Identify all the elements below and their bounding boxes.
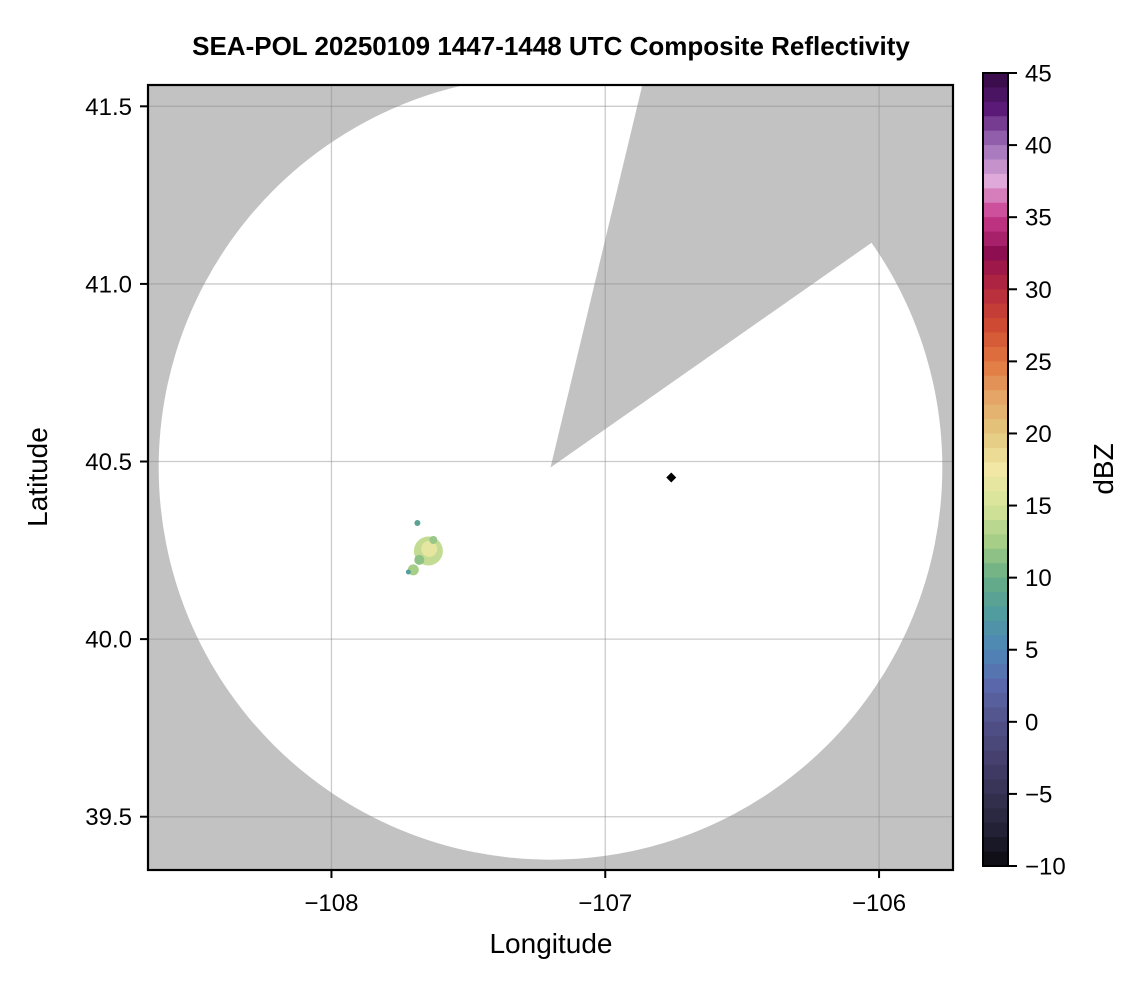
colorbar-tick-label: 35 — [1025, 205, 1052, 232]
colorbar-band — [983, 274, 1008, 290]
colorbar-band — [983, 664, 1008, 680]
colorbar-band — [983, 87, 1008, 103]
echo-cell — [421, 540, 438, 557]
colorbar-band — [983, 173, 1008, 190]
reflectivity-echoes — [405, 520, 443, 576]
grid-lines — [148, 85, 953, 870]
colorbar-band — [983, 73, 1008, 89]
axis-tick-labels: −108 −107 −106 41.5 41.0 40.5 40.0 39.5 — [85, 94, 906, 917]
colorbar-band — [983, 231, 1008, 247]
echo-cell — [429, 536, 438, 544]
colorbar-tick-label: 45 — [1025, 61, 1052, 88]
colorbar-tick-label: 15 — [1025, 493, 1052, 520]
colorbar-band — [983, 202, 1008, 218]
colorbar-tick-label: 5 — [1025, 637, 1038, 664]
colorbar-band — [983, 808, 1008, 824]
colorbar-band — [983, 606, 1008, 622]
x-tick-label: −108 — [304, 890, 358, 917]
colorbar-band — [983, 390, 1008, 406]
colorbar-ticks — [1008, 72, 1017, 867]
colorbar-band — [983, 851, 1008, 867]
echo-cell — [405, 569, 411, 575]
colorbar-band — [983, 188, 1008, 204]
colorbar-tick-label: 40 — [1025, 133, 1052, 160]
colorbar-tick-labels: 45 40 35 30 25 20 15 10 5 0 −5 −10 — [1025, 61, 1066, 881]
colorbar-band — [983, 346, 1008, 363]
x-axis-label: Longitude — [489, 928, 613, 959]
y-tick-label: 40.0 — [85, 627, 132, 654]
colorbar-band — [983, 519, 1008, 536]
colorbar-band — [983, 145, 1008, 161]
colorbar-band — [983, 289, 1008, 305]
colorbar-band — [983, 130, 1008, 146]
colorbar-band — [983, 404, 1008, 420]
colorbar-band — [983, 635, 1008, 651]
colorbar-band — [983, 447, 1008, 463]
colorbar-band — [983, 779, 1008, 795]
location-marker — [666, 472, 677, 483]
y-tick-label: 41.5 — [85, 94, 132, 121]
plot-area — [148, 85, 953, 870]
colorbar-band — [983, 678, 1008, 694]
colorbar-band — [983, 159, 1008, 175]
colorbar-band — [983, 101, 1008, 117]
colorbar-outline — [982, 72, 1009, 867]
colorbar-band — [983, 433, 1008, 449]
axes-spines — [146, 83, 955, 872]
colorbar-band — [983, 534, 1008, 550]
colorbar-band — [983, 303, 1008, 319]
y-tick-label: 40.5 — [85, 449, 132, 476]
colorbar-band — [983, 505, 1008, 521]
x-tick-label: −106 — [852, 890, 906, 917]
no-data-wedge — [550, 85, 953, 468]
echo-cell — [414, 554, 425, 565]
colorbar-band — [983, 765, 1008, 781]
colorbar-band — [983, 217, 1008, 233]
colorbar-band — [983, 419, 1008, 435]
colorbar-band — [983, 375, 1008, 391]
colorbar-tick-label: −10 — [1025, 854, 1066, 881]
chart-title: SEA-POL 20250109 1447-1448 UTC Composite… — [192, 31, 910, 61]
colorbar-band — [983, 649, 1008, 665]
y-axis-label: Latitude — [22, 427, 53, 527]
colorbar-band — [983, 491, 1008, 507]
colorbar-band — [983, 620, 1008, 637]
colorbar-tick-label: 0 — [1025, 709, 1038, 736]
colorbar-band — [983, 332, 1008, 348]
colorbar-band — [983, 736, 1008, 752]
y-tick-label: 39.5 — [85, 804, 132, 831]
colorbar-tick-label: 30 — [1025, 277, 1052, 304]
colorbar-band — [983, 318, 1008, 334]
colorbar-band — [983, 577, 1008, 593]
colorbar-band — [983, 750, 1008, 766]
colorbar-band — [983, 692, 1008, 709]
colorbar-band — [983, 260, 1008, 276]
colorbar-band — [983, 793, 1008, 810]
colorbar-band — [983, 361, 1008, 377]
colorbar-band — [983, 707, 1008, 723]
colorbar-band — [983, 116, 1008, 132]
colorbar-band — [983, 563, 1008, 579]
colorbar-band — [983, 462, 1008, 478]
colorbar-band — [983, 721, 1008, 737]
colorbar-band — [983, 822, 1008, 838]
colorbar-band — [983, 246, 1008, 262]
colorbar-band — [983, 592, 1008, 608]
echo-cell — [414, 520, 421, 526]
colorbar: 45 40 35 30 25 20 15 10 5 0 −5 −10 — [982, 61, 1066, 881]
axis-ticks — [140, 105, 881, 878]
colorbar-tick-label: −5 — [1025, 781, 1052, 808]
colorbar-tick-label: 25 — [1025, 349, 1052, 376]
y-tick-label: 41.0 — [85, 271, 132, 298]
colorbar-band — [983, 837, 1008, 853]
colorbar-band — [983, 548, 1008, 564]
colorbar-tick-label: 10 — [1025, 565, 1052, 592]
colorbar-tick-label: 20 — [1025, 421, 1052, 448]
x-tick-label: −107 — [578, 890, 632, 917]
colorbar-band — [983, 476, 1008, 492]
colorbar-label: dBZ — [1088, 443, 1119, 495]
